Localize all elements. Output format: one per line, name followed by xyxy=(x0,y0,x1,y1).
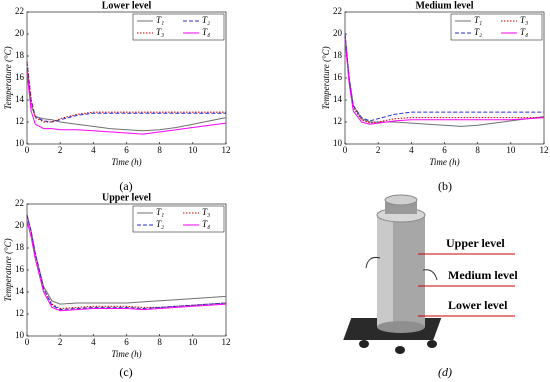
y-tick-label: 12 xyxy=(15,116,24,126)
legend-label: T₂ xyxy=(202,15,210,25)
legend-label: T₂ xyxy=(474,27,482,37)
x-tick-label: 2 xyxy=(58,337,63,347)
chart-title: Medium level xyxy=(415,0,473,11)
x-tick-label: 8 xyxy=(157,145,162,155)
wheel xyxy=(427,340,437,348)
legend-label: T₃ xyxy=(202,207,210,217)
legend-label: T₃ xyxy=(156,27,164,37)
y-tick-label: 16 xyxy=(333,72,343,82)
x-axis-label: Time (h) xyxy=(111,349,141,359)
legend-label: T₃ xyxy=(520,15,528,25)
x-axis-label: Time (h) xyxy=(429,157,459,167)
panel-label: (d) xyxy=(438,365,452,379)
wheel xyxy=(359,340,369,348)
x-tick-label: 0 xyxy=(25,145,30,155)
wheel xyxy=(395,346,405,354)
y-tick-label: 12 xyxy=(15,308,24,318)
y-tick-label: 10 xyxy=(333,138,343,148)
series-line xyxy=(26,214,227,311)
y-tick-label: 10 xyxy=(15,330,25,340)
series-line xyxy=(344,33,544,122)
y-tick-label: 22 xyxy=(15,6,24,16)
series-line xyxy=(344,39,545,125)
series-line xyxy=(26,220,227,312)
series-line xyxy=(344,33,544,124)
panel-label: (c) xyxy=(119,365,132,379)
x-tick-label: 12 xyxy=(222,145,231,155)
series-line xyxy=(26,61,226,123)
chart-title: Lower level xyxy=(102,0,152,11)
x-tick-label: 4 xyxy=(91,337,96,347)
x-tick-label: 4 xyxy=(409,145,414,155)
legend-box xyxy=(132,13,225,41)
legend-label: T₄ xyxy=(202,27,210,37)
level-label: Medium level xyxy=(448,268,518,282)
legend-box xyxy=(132,205,225,233)
legend-box xyxy=(450,13,543,41)
legend-label: T₄ xyxy=(520,27,528,37)
y-tick-label: 22 xyxy=(15,198,24,208)
x-tick-label: 4 xyxy=(91,145,96,155)
y-tick-label: 16 xyxy=(15,72,25,82)
x-tick-label: 10 xyxy=(188,337,198,347)
illustration: Upper level Medium level Lower level xyxy=(343,194,518,354)
x-tick-label: 6 xyxy=(442,145,447,155)
x-tick-label: 2 xyxy=(376,145,381,155)
level-label: Lower level xyxy=(448,298,508,312)
x-tick-label: 10 xyxy=(506,145,516,155)
panel-label: (b) xyxy=(438,179,452,193)
x-tick-label: 6 xyxy=(124,337,129,347)
legend-label: T₁ xyxy=(474,15,482,25)
x-tick-label: 0 xyxy=(343,145,348,155)
y-tick-label: 20 xyxy=(15,220,25,230)
panel-label: (a) xyxy=(119,179,132,193)
y-tick-label: 20 xyxy=(15,28,25,38)
legend-label: T₁ xyxy=(156,15,164,25)
y-tick-label: 14 xyxy=(333,94,343,104)
cable xyxy=(422,269,438,281)
chart-title: Upper level xyxy=(102,192,151,203)
series-line xyxy=(26,61,226,123)
series-line xyxy=(26,72,227,135)
legend-label: T₂ xyxy=(156,219,164,229)
y-tick-label: 16 xyxy=(15,264,25,274)
cable xyxy=(365,257,381,269)
y-tick-label: 18 xyxy=(333,50,343,60)
x-tick-label: 0 xyxy=(25,337,30,347)
y-tick-label: 18 xyxy=(15,242,25,252)
x-tick-label: 12 xyxy=(222,337,231,347)
cylinder-bottom xyxy=(377,321,425,333)
y-tick-label: 14 xyxy=(15,94,25,104)
y-tick-label: 22 xyxy=(333,6,342,16)
y-axis-label: Temperature (°C) xyxy=(3,46,13,109)
y-axis-label: Temperature (°C) xyxy=(321,46,331,109)
x-tick-label: 2 xyxy=(58,145,63,155)
x-tick-label: 10 xyxy=(188,145,198,155)
cylinder-highlight xyxy=(377,215,393,327)
cap-top xyxy=(384,194,418,206)
legend-label: T₄ xyxy=(202,219,210,229)
y-tick-label: 20 xyxy=(333,28,343,38)
y-tick-label: 10 xyxy=(15,138,25,148)
x-tick-label: 8 xyxy=(475,145,480,155)
series-line xyxy=(26,66,227,132)
level-label: Upper level xyxy=(446,236,505,250)
legend-label: T₁ xyxy=(156,207,164,217)
y-axis-label: Temperature (°C) xyxy=(3,238,13,301)
y-tick-label: 18 xyxy=(15,50,25,60)
x-tick-label: 6 xyxy=(124,145,129,155)
x-tick-label: 8 xyxy=(157,337,162,347)
y-tick-label: 14 xyxy=(15,286,25,296)
y-tick-label: 12 xyxy=(333,116,342,126)
x-axis-label: Time (h) xyxy=(111,157,141,167)
x-tick-label: 12 xyxy=(540,145,549,155)
